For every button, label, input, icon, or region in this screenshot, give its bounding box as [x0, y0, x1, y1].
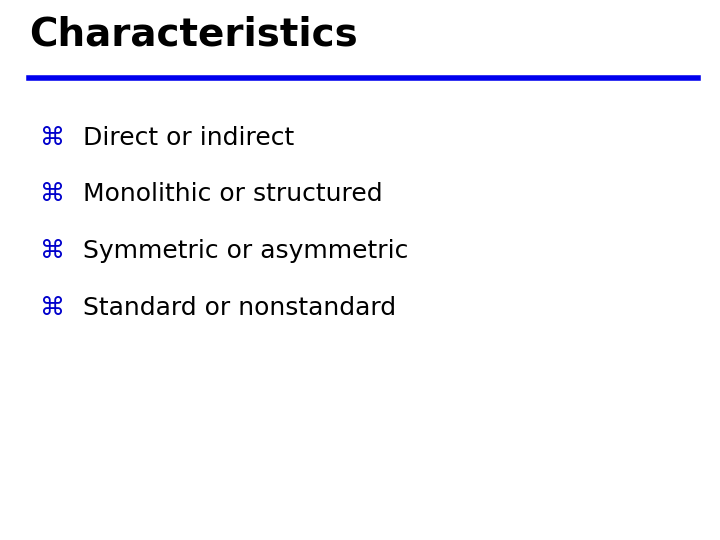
Text: ⌘: ⌘ [40, 126, 65, 150]
Text: Standard or nonstandard: Standard or nonstandard [83, 296, 396, 320]
Text: Direct or indirect: Direct or indirect [83, 126, 294, 150]
Text: Symmetric or asymmetric: Symmetric or asymmetric [83, 239, 408, 263]
Text: ⌘: ⌘ [40, 296, 65, 320]
Text: Monolithic or structured: Monolithic or structured [83, 183, 382, 206]
Text: ⌘: ⌘ [40, 239, 65, 263]
Text: Characteristics: Characteristics [29, 16, 358, 54]
Text: ⌘: ⌘ [40, 183, 65, 206]
